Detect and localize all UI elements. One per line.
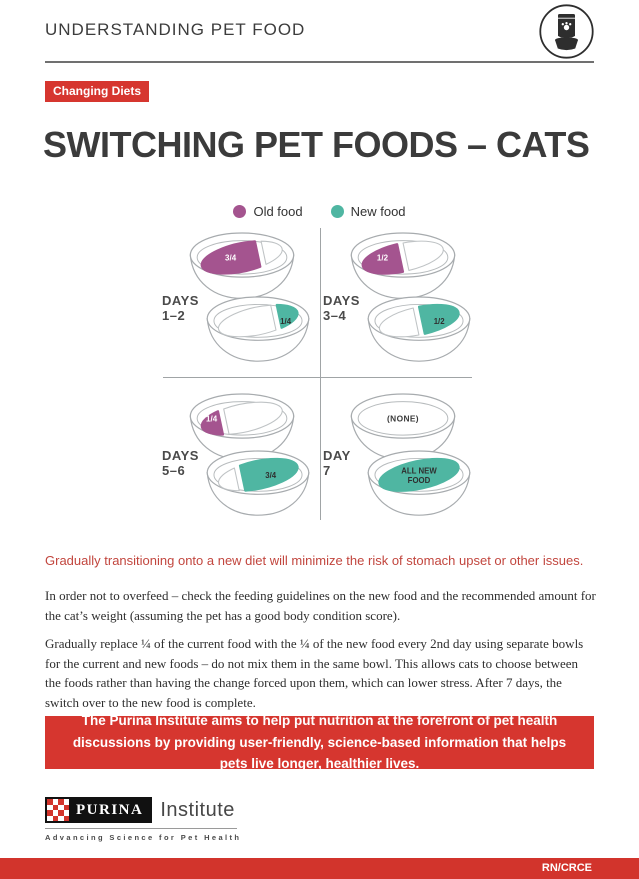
- legend-item-old-food: Old food: [233, 204, 303, 219]
- svg-text:(NONE): (NONE): [387, 413, 419, 423]
- purina-institute-logo: PURINA Institute Advancing Science for P…: [45, 797, 241, 842]
- quadrant-day-7: DAY 7 (NONE) ALL NEW FOOD: [320, 377, 480, 520]
- legend: Old food New food: [0, 204, 639, 219]
- diagram-horizontal-divider: [163, 377, 472, 378]
- mission-banner: The Purina Institute aims to help put nu…: [45, 713, 594, 771]
- day-label: DAYS 5–6: [162, 448, 199, 478]
- quadrant-days-3-4: DAYS 3–4 1/2 1/2: [320, 228, 480, 377]
- day-label: DAYS 3–4: [323, 293, 360, 323]
- svg-text:1/4: 1/4: [206, 414, 218, 423]
- logo-tagline: Advancing Science for Pet Health: [45, 833, 242, 842]
- legend-label-old: Old food: [253, 204, 303, 219]
- svg-text:FOOD: FOOD: [408, 476, 431, 485]
- new-food-bowl-full: ALL NEW FOOD: [363, 448, 475, 519]
- purina-wordmark: PURINA: [45, 797, 153, 823]
- paragraph-1: In order not to overfeed – check the fee…: [45, 588, 596, 623]
- purina-checkerboard-icon: [45, 797, 71, 823]
- new-food-bowl: 1/2: [363, 294, 475, 365]
- svg-text:1/2: 1/2: [434, 317, 446, 326]
- header-title: UNDERSTANDING PET FOOD: [45, 20, 306, 39]
- mission-banner-text: The Purina Institute aims to help put nu…: [72, 713, 567, 772]
- footer-bar: RN/CRCE: [0, 858, 639, 879]
- svg-text:ALL NEW: ALL NEW: [401, 466, 437, 475]
- transition-diagram: DAYS 1–2 3/4 1/4: [159, 228, 480, 520]
- body-copy: In order not to overfeed – check the fee…: [45, 586, 596, 750]
- pet-food-bag-bowl-icon: [538, 3, 595, 60]
- paragraph-2: Gradually replace ¼ of the current food …: [45, 636, 584, 710]
- old-food-bowl: 3/4: [185, 230, 299, 302]
- old-food-bowl-empty: (NONE): [346, 391, 460, 463]
- old-food-swatch: [233, 205, 247, 218]
- old-food-bowl: 1/2: [346, 230, 460, 302]
- footer-code: RN/CRCE: [541, 862, 592, 874]
- svg-text:1/4: 1/4: [280, 317, 292, 326]
- svg-text:1/2: 1/2: [377, 253, 389, 262]
- lead-sentence: Gradually transitioning onto a new diet …: [45, 553, 584, 568]
- institute-text: Institute: [160, 798, 235, 821]
- page-title: SWITCHING PET FOODS – CATS: [43, 124, 590, 165]
- diagram-vertical-divider: [319, 228, 321, 520]
- quadrant-days-1-2: DAYS 1–2 3/4 1/4: [159, 228, 319, 377]
- category-badge: Changing Diets: [45, 81, 150, 102]
- quadrant-days-5-6: DAYS 5–6 1/4 3/4: [159, 377, 319, 520]
- day-label: DAYS 1–2: [162, 293, 199, 323]
- svg-text:3/4: 3/4: [265, 471, 277, 480]
- new-food-swatch: [330, 205, 344, 218]
- legend-item-new-food: New food: [330, 204, 406, 219]
- legend-label-new: New food: [350, 204, 406, 219]
- old-food-bowl: 1/4: [185, 391, 299, 463]
- new-food-bowl: 3/4: [202, 448, 314, 519]
- new-food-bowl: 1/4: [202, 294, 314, 365]
- day-label: DAY 7: [323, 448, 351, 478]
- svg-text:3/4: 3/4: [225, 253, 237, 262]
- purina-brand-text: PURINA: [76, 801, 144, 818]
- logo-lockup: PURINA Institute: [45, 797, 237, 829]
- header-divider: [45, 61, 594, 63]
